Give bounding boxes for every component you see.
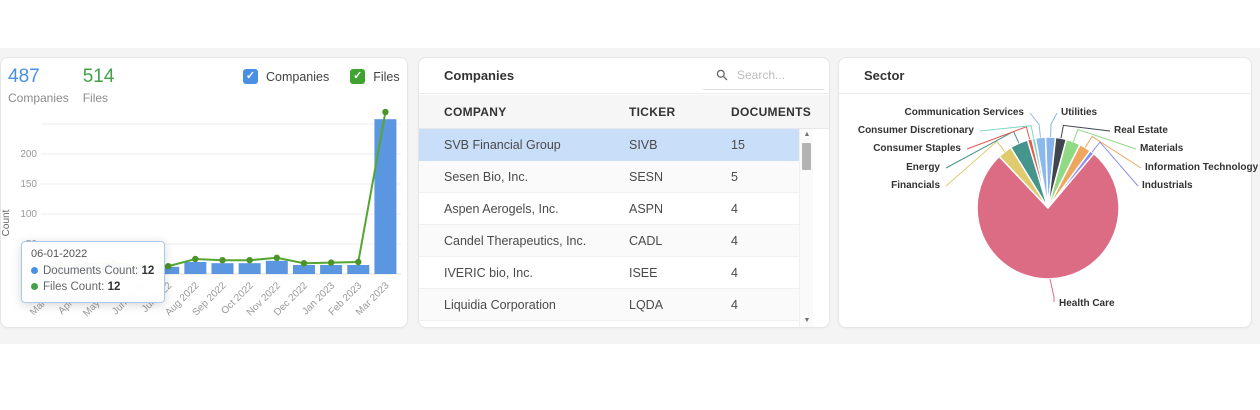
tooltip-value: 12 [141,265,155,277]
pie-leader-line [1084,135,1142,169]
pie-label-industrials: Industrials [1142,180,1193,191]
series-dot-icon [31,283,38,290]
svg-text:Count: Count [1,209,12,236]
sector-panel-title: Sector [864,68,905,83]
pie-label-energy: Energy [906,162,940,173]
pie-label-consumer-discretionary: Consumer Discretionary [857,125,974,136]
cell-company: Sesen Bio, Inc. [444,170,529,184]
column-header-company[interactable]: COMPANY [444,105,507,119]
pie-label-health-care: Health Care [1059,298,1115,309]
companies-panel-title: Companies [444,68,515,83]
sector-pie-chart[interactable] [839,94,1253,329]
pie-label-consumer-staples: Consumer Staples [873,143,961,154]
stat-companies: 487 Companies [8,66,69,105]
cell-company: Liquidia Corporation [444,298,556,312]
legend-toggle-files[interactable]: ✓ Files [350,69,400,84]
cell-company: Aspen Aerogels, Inc. [444,202,559,216]
pie-leader-line [1029,112,1041,138]
pie-leader-line [945,140,1006,187]
pie-label-materials: Materials [1140,143,1184,154]
stat-value: 487 [8,66,40,87]
checkbox-icon[interactable]: ✓ [243,69,258,84]
table-row[interactable]: SVB Financial Group SIVB 15 [419,129,799,161]
cell-company: IVERIC bio, Inc. [444,266,533,280]
pie-leader-line [1091,141,1139,187]
svg-text:150: 150 [20,179,37,190]
pie-leader-line [1072,128,1137,150]
table-row[interactable]: Sesen Bio, Inc. SESN 5 [419,161,799,193]
tooltip-value: 12 [107,281,121,293]
checkbox-icon[interactable]: ✓ [350,69,366,84]
cell-ticker: ISEE [629,266,658,280]
tooltip-date: 06-01-2022 [31,248,88,260]
cell-ticker: ASPN [629,202,664,216]
legend-label: Files [373,69,400,84]
cell-ticker: LQDA [629,298,664,312]
cell-company: SVB Financial Group [444,138,561,152]
column-header-ticker[interactable]: TICKER [629,105,676,119]
tooltip-label: Documents Count: [43,265,142,277]
svg-text:200: 200 [20,149,37,160]
chart-tooltip: 06-01-2022 Documents Count: 12 Files Coun… [21,241,166,303]
column-header-documents[interactable]: DOCUMENTS [731,105,812,119]
cell-documents: 4 [731,298,738,312]
table-row[interactable]: Candel Therapeutics, Inc. CADL 4 [419,225,799,257]
scrollbar-thumb[interactable] [802,143,811,170]
series-dot-icon [31,267,38,274]
stat-label: Companies [8,91,69,105]
pie-slice-health-care[interactable] [976,152,1120,280]
table-header-row: COMPANY TICKER DOCUMENTS [419,95,829,129]
scroll-up-icon[interactable]: ▲ [803,131,811,138]
stat-value: 514 [82,66,115,87]
scroll-down-icon[interactable]: ▼ [803,317,811,324]
tooltip-row: Documents Count: 12 [31,263,154,279]
pie-leader-line [966,126,1031,150]
legend-toggle-companies[interactable]: ✓ Companies [243,69,329,84]
cell-ticker: SESN [629,170,664,184]
chart-legend: ✓ Companies ✓ Files [243,69,400,84]
pie-label-information-technology: Information Technology [1145,162,1259,173]
pie-label-communication-services: Communication Services [904,107,1024,118]
stat-files: 514 Files [83,66,115,105]
search-icon [716,69,728,81]
search-input[interactable] [737,68,822,82]
table-row[interactable]: Aspen Aerogels, Inc. ASPN 4 [419,193,799,225]
sector-panel-header: Sector [839,58,1251,94]
cell-company: Candel Therapeutics, Inc. [444,234,587,248]
pie-leader-line [1050,112,1058,138]
table-row[interactable]: Liquidia Corporation LQDA 4 [419,289,799,321]
cell-documents: 4 [731,234,738,248]
cell-documents: 15 [731,138,745,152]
tooltip-label: Files Count: [43,281,108,293]
companies-panel: Companies COMPANY TICKER DOCUMENTS SVB Fin… [418,57,830,328]
stat-label: Files [82,91,109,105]
cell-documents: 5 [731,170,738,184]
companies-panel-header: Companies [419,58,829,94]
companies-table: SVB Financial Group SIVB 15 Sesen Bio, Inc.… [419,129,799,321]
pie-label-utilities: Utilities [1061,107,1098,118]
cell-ticker: SIVB [629,138,658,152]
cell-documents: 4 [731,266,738,280]
pie-label-real-estate: Real Estate [1114,125,1168,136]
table-row[interactable]: IVERIC bio, Inc. ISEE 4 [419,257,799,289]
legend-label: Companies [266,69,330,84]
cell-documents: 4 [731,202,738,216]
stats-summary: 487 Companies 514 Files [8,66,128,105]
search-box[interactable] [703,61,824,90]
svg-text:100: 100 [20,209,37,220]
pie-leader-line [979,125,1035,139]
pie-leader-line [1049,278,1055,302]
sector-panel: Sector Utilities Real Estate Materials Info… [838,57,1258,329]
pie-label-financials: Financials [891,180,940,191]
tooltip-row: Files Count: 12 [31,279,154,295]
pie-leader-line [1060,124,1111,139]
table-scrollbar[interactable]: ▲ ▼ [799,129,813,327]
cell-ticker: CADL [629,234,663,248]
